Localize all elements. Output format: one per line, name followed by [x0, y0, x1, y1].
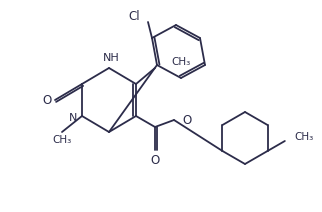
- Text: Cl: Cl: [128, 10, 140, 22]
- Text: CH₃: CH₃: [171, 57, 190, 67]
- Text: CH₃: CH₃: [52, 135, 71, 145]
- Text: NH: NH: [103, 53, 119, 63]
- Text: O: O: [150, 153, 160, 166]
- Text: N: N: [69, 113, 77, 123]
- Text: O: O: [43, 93, 52, 106]
- Text: O: O: [182, 113, 191, 127]
- Text: CH₃: CH₃: [295, 132, 314, 142]
